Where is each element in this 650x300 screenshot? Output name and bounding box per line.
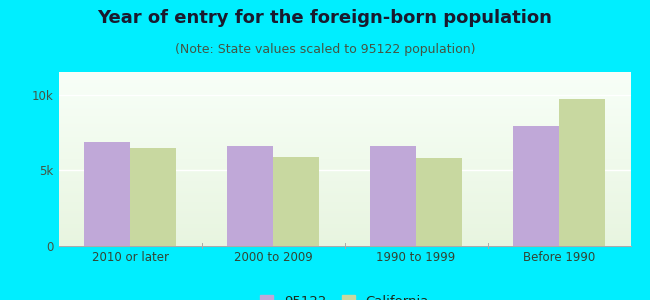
Bar bbox=[130, 148, 176, 246]
Bar bbox=[416, 158, 462, 246]
Bar bbox=[227, 146, 273, 246]
Bar bbox=[273, 157, 318, 246]
Bar bbox=[84, 142, 130, 246]
Text: Year of entry for the foreign-born population: Year of entry for the foreign-born popul… bbox=[98, 9, 552, 27]
Bar bbox=[559, 99, 604, 246]
Bar bbox=[370, 146, 416, 246]
Text: (Note: State values scaled to 95122 population): (Note: State values scaled to 95122 popu… bbox=[175, 44, 475, 56]
Bar bbox=[514, 127, 559, 246]
Legend: 95122, California: 95122, California bbox=[256, 291, 433, 300]
